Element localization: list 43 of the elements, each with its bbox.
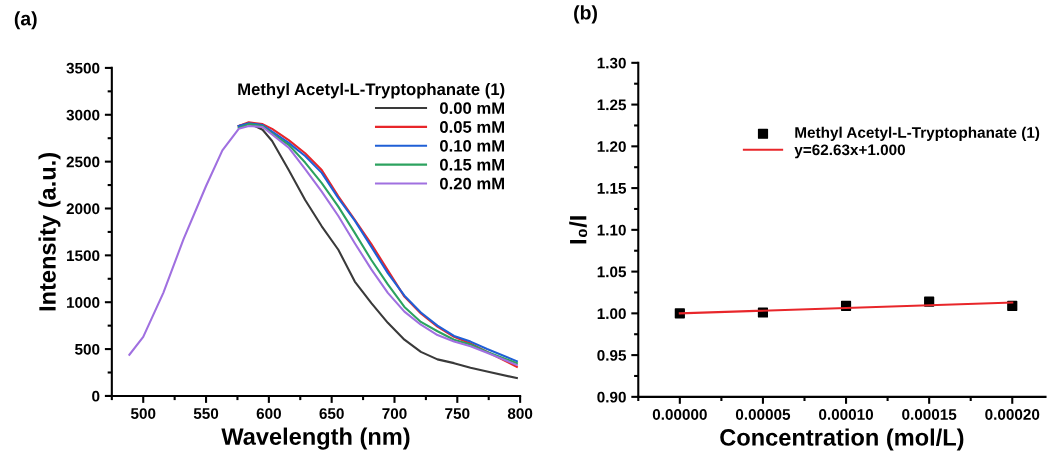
y-tick-label: 0.95 [597,349,627,361]
y-tick-label: 3500 [66,62,100,74]
y-tick-label: 0 [92,390,100,402]
legend-label: 0.05 mM [440,121,504,133]
y-tick-label: 3000 [66,109,100,121]
legend-label: 0.20 mM [440,177,504,190]
x-tick-label: 800 [507,408,533,419]
y-tick-label: 2500 [66,156,100,168]
chart-title: (a) [14,11,37,30]
y-tick-label: 1.30 [597,57,626,69]
y-tick-label: 1000 [67,297,100,308]
legend-label: 0.10 mM [440,139,504,152]
x-tick-label: 700 [382,408,407,419]
y-tick-label: 1500 [67,250,100,262]
y-tick-label: 1.05 [597,266,627,278]
x-tick-label: 500 [130,408,156,419]
x-axis-title: Concentration (mol/L) [720,428,964,451]
y-tick-label: 2000 [66,203,100,215]
x-tick-label: 0.00015 [902,409,957,420]
x-tick-label: 550 [193,408,219,419]
x-tick-label: 0.00020 [985,409,1040,420]
legend-label: y=62.63x+1.000 [794,144,905,159]
x-tick-label: 650 [319,408,344,419]
x-tick-label: 0.00000 [652,409,707,420]
x-tick-label: 0.00010 [819,409,874,420]
legend-label: 0.00 mM [440,102,504,115]
y-tick-label: 1.25 [597,99,627,111]
x-tick-label: 750 [445,408,470,419]
chart-title: (b) [574,5,597,24]
y-tick-label: 1.15 [597,183,627,194]
y-tick-label: 500 [75,343,100,355]
x-tick-label: 0.00005 [735,409,791,420]
y-tick-label: 1.20 [597,141,626,153]
y-tick-label: 1.10 [597,224,626,236]
legend-title: Methyl Acetyl-L-Tryptophanate (1) [238,82,505,99]
legend-label: Methyl Acetyl-L-Tryptophanate (1) [795,126,1040,141]
y-tick-label: 1.00 [597,308,626,320]
legend-label: 0.15 mM [440,158,504,171]
y-tick-label: 0.90 [597,391,626,403]
x-tick-label: 600 [256,408,281,419]
y-axis-title: I₀/I [569,216,588,244]
x-axis-title: Wavelength (nm) [221,427,410,450]
y-axis-title: Intensity (a.u.) [38,153,61,311]
